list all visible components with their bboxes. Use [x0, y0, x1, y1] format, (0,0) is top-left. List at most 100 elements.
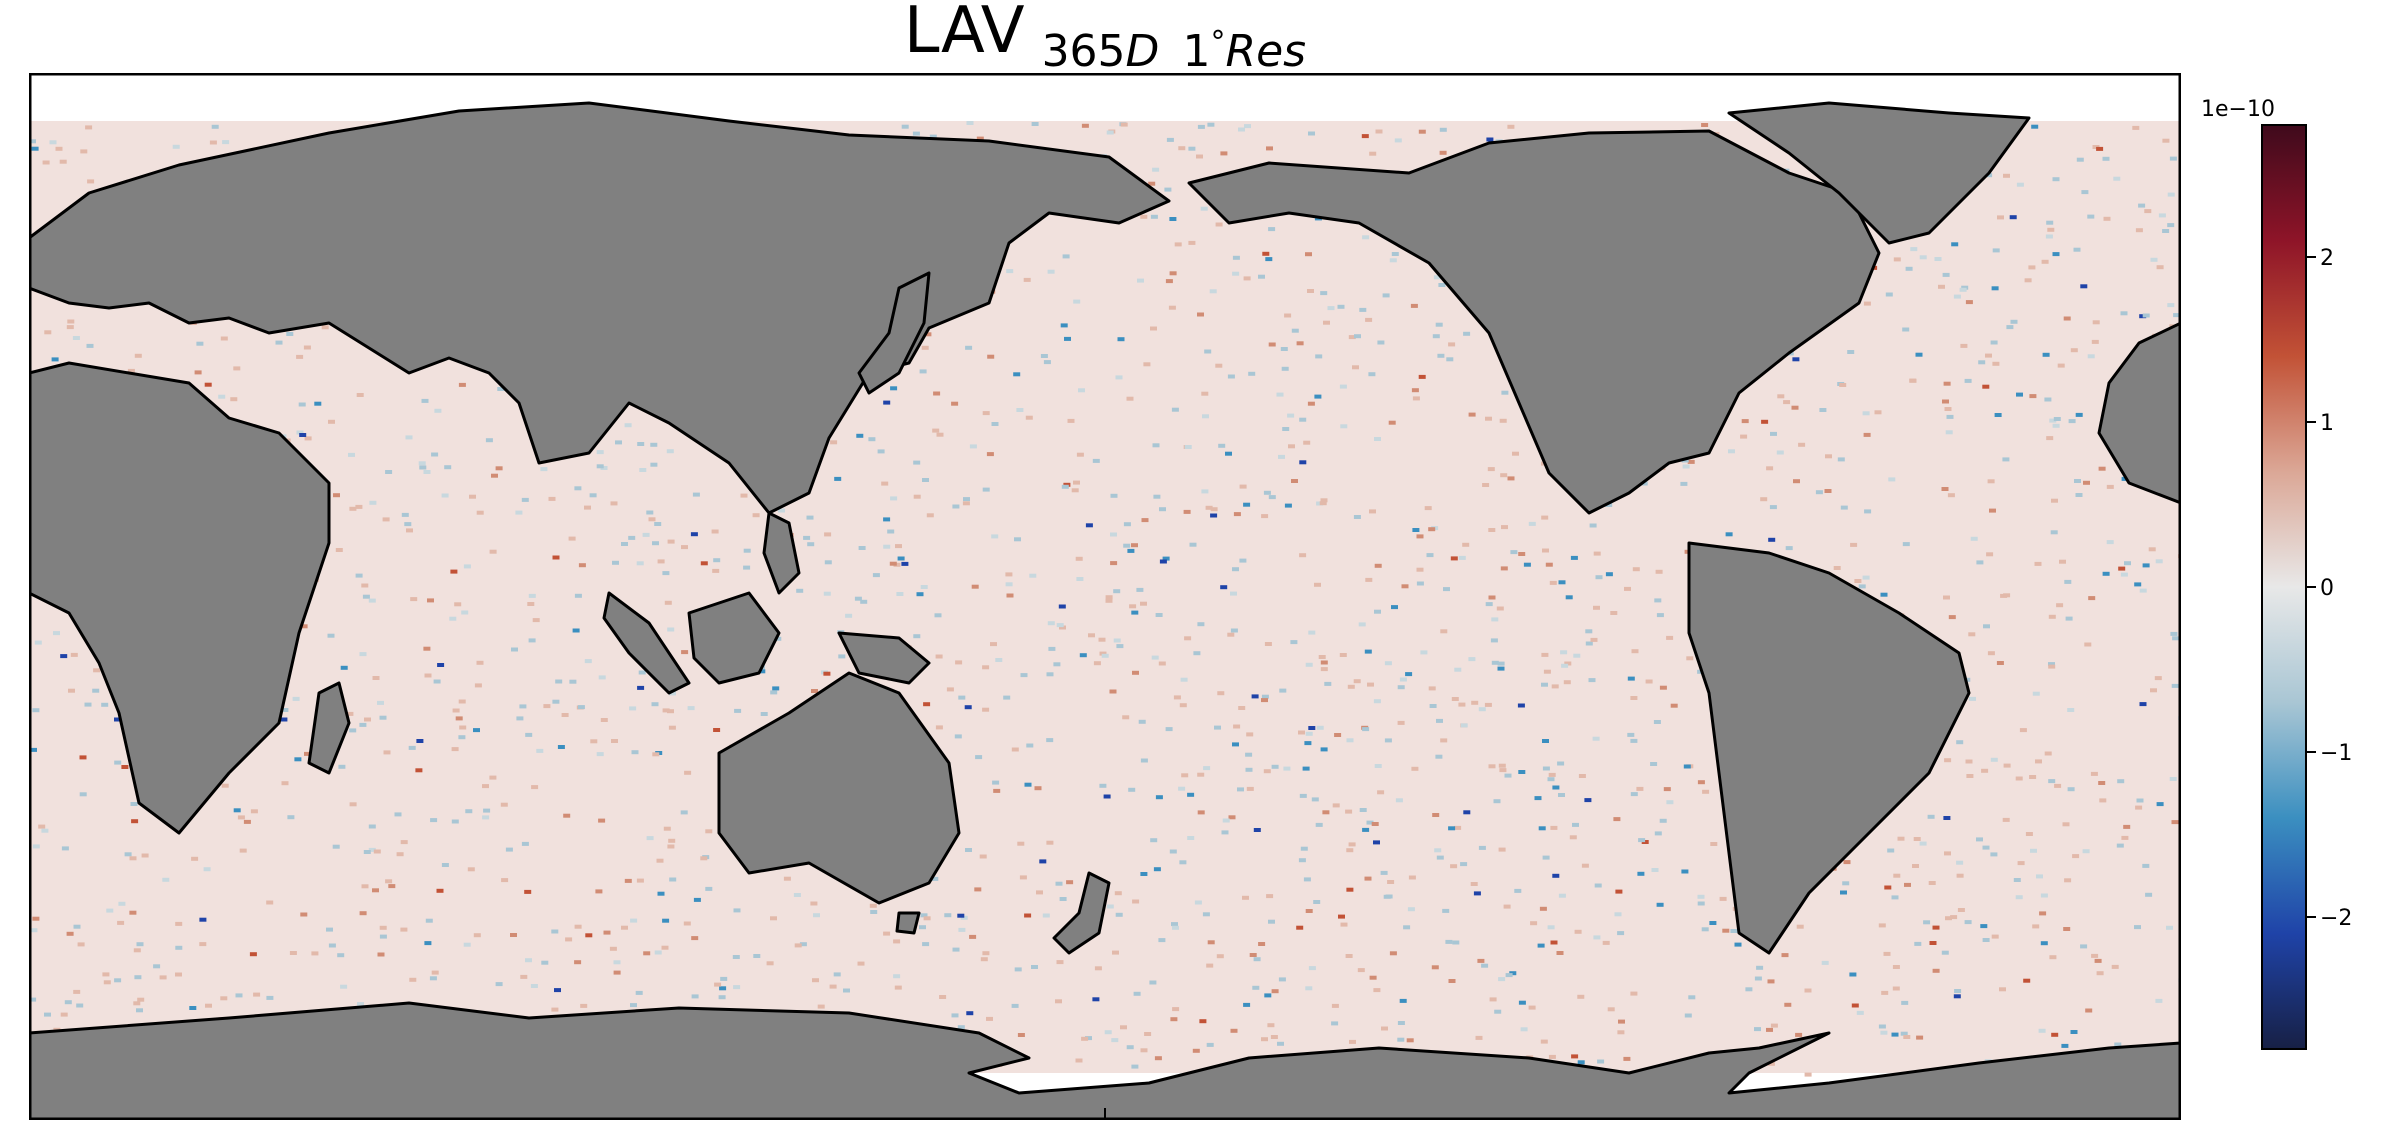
- anomaly-cell: [1215, 363, 1223, 368]
- anomaly-cell: [2116, 843, 2124, 848]
- anomaly-cell: [2144, 209, 2152, 214]
- anomaly-cell: [292, 696, 300, 701]
- anomaly-cell: [1627, 676, 1635, 681]
- anomaly-cell: [595, 889, 603, 894]
- anomaly-cell: [654, 522, 662, 526]
- anomaly-cell: [1680, 481, 1688, 486]
- anomaly-cell: [1116, 644, 1124, 649]
- anomaly-cell: [830, 440, 838, 445]
- anomaly-cell: [1517, 703, 1525, 708]
- anomaly-cell: [296, 430, 304, 435]
- anomaly-cell: [1123, 543, 1131, 548]
- anomaly-cell: [923, 702, 931, 707]
- anomaly-cell: [1180, 677, 1188, 682]
- anomaly-cell: [1656, 902, 1664, 907]
- anomaly-cell: [574, 960, 582, 965]
- anomaly-cell: [2059, 559, 2066, 564]
- anomaly-cell: [1122, 715, 1130, 720]
- anomaly-cell: [1278, 454, 1285, 459]
- anomaly-cell: [2041, 259, 2049, 264]
- anomaly-cell: [733, 985, 741, 990]
- land-new-guinea: [837, 631, 931, 685]
- anomaly-cell: [1412, 396, 1420, 401]
- anomaly-cell: [692, 492, 700, 497]
- anomaly-cell: [1210, 507, 1218, 512]
- anomaly-cell: [1945, 430, 1953, 435]
- anomaly-cell: [893, 562, 901, 567]
- anomaly-cell: [1471, 700, 1479, 705]
- anomaly-cell: [362, 594, 370, 599]
- anomaly-cell: [2003, 173, 2010, 178]
- colorbar-gradient: [2261, 124, 2307, 1050]
- anomaly-cell: [1159, 559, 1167, 564]
- anomaly-cell: [2067, 787, 2075, 792]
- anomaly-cell: [2090, 771, 2098, 776]
- anomaly-cell: [1919, 841, 1927, 846]
- anomaly-cell: [209, 140, 217, 145]
- anomaly-cell: [2028, 265, 2036, 270]
- anomaly-cell: [1623, 1056, 1631, 1061]
- anomaly-cell: [1929, 941, 1937, 945]
- anomaly-cell: [1574, 929, 1582, 934]
- anomaly-cell: [423, 470, 431, 474]
- anomaly-cell: [121, 765, 129, 769]
- anomaly-cell: [321, 325, 329, 330]
- anomaly-cell: [991, 534, 999, 539]
- anomaly-cell: [134, 975, 142, 980]
- anomaly-cell: [1784, 1002, 1792, 1007]
- anomaly-cell: [811, 689, 818, 693]
- anomaly-cell: [495, 982, 503, 987]
- anomaly-cell: [1418, 129, 1426, 134]
- anomaly-cell: [1824, 489, 1832, 493]
- anomaly-cell: [1541, 515, 1549, 520]
- anomaly-cell: [2048, 664, 2056, 669]
- anomaly-cell: [1246, 786, 1254, 791]
- anomaly-cell: [406, 528, 413, 533]
- anomaly-cell: [482, 815, 490, 820]
- anomaly-cell: [964, 705, 972, 710]
- anomaly-cell: [1320, 291, 1328, 296]
- anomaly-cell: [1131, 610, 1139, 615]
- anomaly-cell: [1120, 1025, 1127, 1030]
- anomaly-cell: [1552, 785, 1560, 790]
- anomaly-cell: [1927, 814, 1935, 819]
- anomaly-cell: [1541, 652, 1549, 657]
- anomaly-cell: [1081, 1036, 1089, 1041]
- anomaly-cell: [106, 908, 114, 913]
- anomaly-cell: [1105, 598, 1113, 603]
- anomaly-cell: [1590, 637, 1598, 642]
- anomaly-cell: [1150, 214, 1158, 219]
- anomaly-cell: [368, 847, 376, 852]
- anomaly-cell: [520, 974, 528, 979]
- anomaly-cell: [2111, 964, 2119, 969]
- anomaly-cell: [668, 838, 676, 843]
- anomaly-cell: [1040, 354, 1048, 358]
- anomaly-cell: [1445, 939, 1453, 944]
- anomaly-cell: [1387, 880, 1395, 884]
- anomaly-cell: [1264, 642, 1272, 646]
- anomaly-cell: [2051, 1032, 2059, 1037]
- anomaly-cell: [1056, 960, 1064, 965]
- anomaly-cell: [1361, 134, 1369, 139]
- anomaly-cell: [720, 976, 728, 981]
- anomaly-cell: [2045, 234, 2053, 239]
- anomaly-cell: [1454, 667, 1462, 672]
- anomaly-cell: [2032, 924, 2040, 929]
- anomaly-cell: [2094, 958, 2102, 963]
- anomaly-cell: [205, 1003, 212, 1008]
- anomaly-cell: [524, 889, 532, 894]
- anomaly-cell: [136, 942, 144, 947]
- anomaly-cell: [175, 945, 183, 950]
- anomaly-cell: [1783, 400, 1791, 405]
- anomaly-cell: [1463, 810, 1471, 815]
- anomaly-cell: [129, 856, 137, 861]
- anomaly-cell: [621, 542, 628, 546]
- anomaly-cell: [2030, 848, 2037, 853]
- anomaly-cell: [1985, 353, 1992, 358]
- anomaly-cell: [610, 501, 618, 506]
- anomaly-cell: [823, 671, 831, 676]
- anomaly-cell: [668, 725, 676, 730]
- anomaly-cell: [1594, 883, 1602, 888]
- anomaly-cell: [1796, 924, 1804, 929]
- anomaly-cell: [2171, 820, 2179, 825]
